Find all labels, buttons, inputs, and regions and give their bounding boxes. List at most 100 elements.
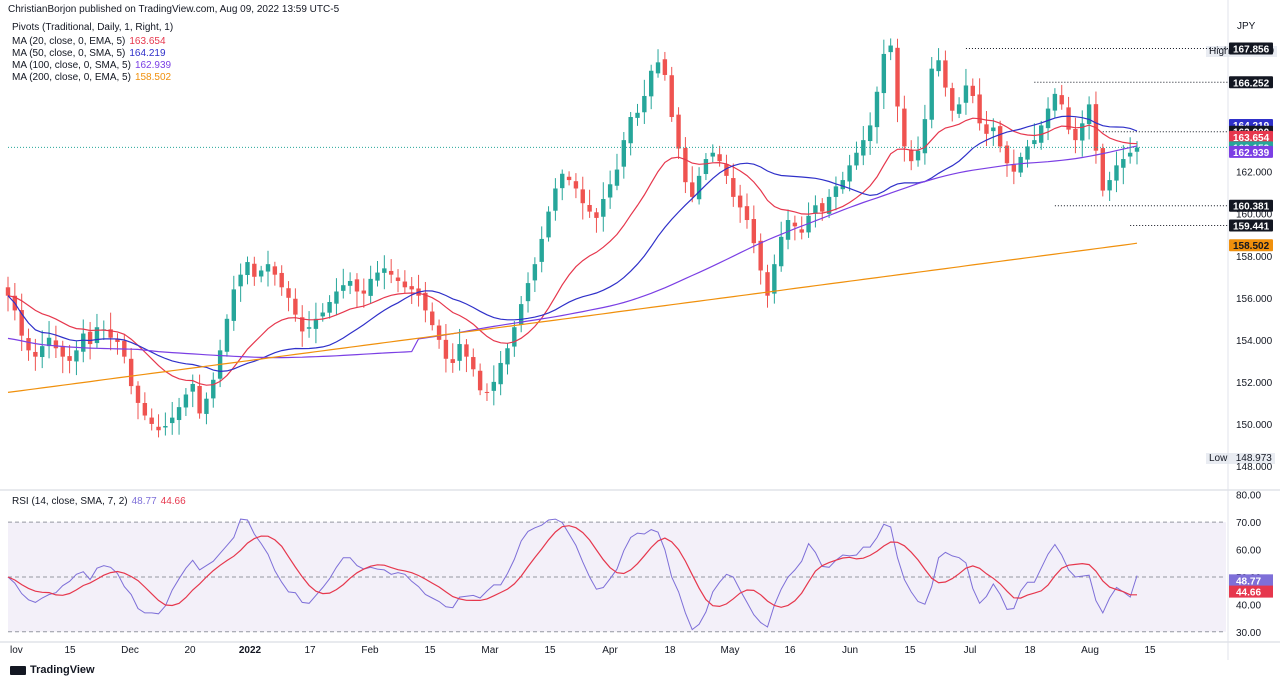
candle-body: [915, 150, 921, 161]
candle-body: [1032, 140, 1037, 145]
price-badge-label: 163.654: [1233, 133, 1270, 144]
ma50-line: [7, 115, 1138, 373]
candle-body: [190, 383, 195, 392]
candle-body: [341, 285, 346, 291]
candle-body: [717, 154, 722, 162]
candle-body: [1127, 152, 1133, 157]
candle-body: [1059, 95, 1064, 105]
rsi-line: [7, 518, 1138, 631]
candle-body: [498, 362, 503, 385]
candle-body: [423, 292, 428, 311]
candle-body: [211, 379, 216, 399]
candle-body: [1025, 146, 1030, 160]
candle-body: [560, 173, 565, 189]
rsi-badge-label: 48.77: [1236, 576, 1261, 587]
candle-body: [826, 196, 832, 214]
price-badge-bg: [1229, 42, 1273, 55]
time-tick-label-1: 15: [64, 645, 76, 656]
candle-body: [573, 181, 579, 189]
price-tick-label-7: 162.000: [1236, 168, 1273, 179]
candle-body: [1011, 164, 1017, 172]
legend-ma50[interactable]: MA (50, close, 0, SMA, 5) 164.219: [12, 48, 166, 59]
candle-body: [231, 289, 236, 321]
candle-body: [724, 164, 729, 176]
legend-rsi-ma-value: 44.66: [160, 496, 186, 507]
candle-body: [224, 318, 230, 352]
candle-body: [87, 331, 93, 345]
candle-body: [648, 70, 654, 97]
price-badge-label: 159.441: [1233, 221, 1270, 232]
candle-body: [484, 391, 490, 393]
candle-body: [553, 188, 558, 211]
rsi-tick-label-3: 60.00: [1236, 546, 1261, 557]
tradingview-brand[interactable]: TradingView: [10, 664, 95, 676]
legend-ma20-label: MA (20, close, 0, EMA, 5): [12, 36, 126, 47]
candle-body: [1045, 108, 1051, 129]
candle-body: [1073, 128, 1078, 141]
candle-body: [170, 417, 175, 424]
candle-body: [943, 60, 948, 88]
candle-body: [491, 381, 497, 391]
candle-body: [402, 281, 408, 288]
candle-body: [690, 182, 695, 197]
candle-body: [1004, 145, 1010, 164]
candle-body: [539, 238, 544, 262]
candle-body: [395, 277, 401, 281]
time-tick-label-19: 15: [1144, 645, 1156, 656]
rsi-tick-label-4: 70.00: [1236, 518, 1261, 529]
candle-body: [669, 75, 674, 118]
candle-body: [183, 394, 189, 408]
candle-body: [1080, 123, 1085, 141]
legend-pivots[interactable]: Pivots (Traditional, Daily, 1, Right, 1): [12, 22, 173, 33]
candle-body: [1107, 180, 1112, 191]
candle-body: [888, 45, 893, 53]
price-tick-label-5: 158.000: [1236, 252, 1273, 263]
time-tick-label-14: Jun: [842, 645, 858, 656]
candle-body: [799, 229, 804, 233]
candle-body: [252, 263, 257, 277]
candle-body: [204, 398, 209, 414]
legend-ma100[interactable]: MA (100, close, 0, SMA, 5) 162.939: [12, 60, 171, 71]
time-tick-label-10: Apr: [602, 645, 618, 656]
candle-body: [450, 359, 455, 363]
candle-body: [53, 340, 59, 349]
candle-body: [902, 108, 907, 147]
candle-body: [737, 195, 743, 208]
candle-body: [94, 327, 100, 344]
time-tick-label-4: 2022: [239, 645, 262, 656]
price-badge-bg: [1229, 199, 1273, 212]
candle-body: [662, 59, 668, 75]
candle-body: [245, 262, 250, 276]
candle-body: [197, 385, 202, 414]
candle-body: [847, 165, 852, 182]
legend-rsi[interactable]: RSI (14, close, SMA, 7, 2) 48.77 44.66: [12, 496, 186, 507]
price-badge-bg: [1229, 145, 1273, 158]
candle-body: [854, 152, 859, 166]
candle-body: [1018, 156, 1023, 173]
candle-body: [922, 119, 928, 154]
candle-body: [977, 94, 982, 124]
time-tick-label-7: 15: [424, 645, 436, 656]
candle-body: [512, 327, 517, 347]
legend-ma20[interactable]: MA (20, close, 0, EMA, 5) 163.654: [12, 36, 166, 47]
candle-body: [354, 279, 360, 292]
candle-body: [67, 356, 72, 361]
candle-body: [909, 149, 914, 162]
price-badge-label: 158.502: [1233, 241, 1270, 252]
candle-body: [457, 344, 462, 361]
candle-body: [792, 222, 798, 227]
rsi-tick-label-5: 80.00: [1236, 491, 1261, 502]
candle-body: [388, 270, 394, 275]
publish-header: ChristianBorjon published on TradingView…: [8, 4, 340, 15]
candle-body: [635, 112, 640, 118]
time-tick-label-12: May: [721, 645, 740, 656]
legend-ma20-value: 163.654: [129, 36, 166, 47]
legend-rsi-value: 48.77: [131, 496, 157, 507]
legend-ma200[interactable]: MA (200, close, 0, EMA, 5) 158.502: [12, 72, 171, 83]
candle-body: [505, 348, 510, 365]
price-tick-label-3: 154.000: [1236, 336, 1273, 347]
candle-body: [984, 124, 989, 134]
candle-body: [108, 329, 113, 338]
